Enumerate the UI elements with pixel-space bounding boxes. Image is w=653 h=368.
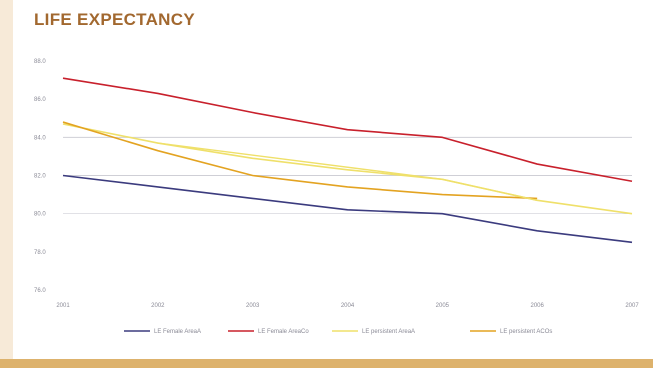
y-tick-label: 84.0 — [34, 135, 46, 141]
page-side-bar — [0, 0, 13, 368]
x-tick-label: 2005 — [436, 303, 450, 309]
x-tick-label: 2001 — [56, 303, 70, 309]
x-tick-label: 2003 — [246, 303, 260, 309]
y-tick-label: 78.0 — [34, 250, 46, 256]
y-tick-label: 80.0 — [34, 212, 46, 218]
x-tick-label: 2004 — [341, 303, 355, 309]
grid-lines — [63, 136, 632, 214]
y-axis-ticks: 76.0 78.0 80.0 82.0 84.0 86.0 88.0 — [34, 59, 46, 294]
legend-label-2: LE Female AreaCo — [258, 329, 309, 335]
series-line-1 — [62, 174, 633, 244]
series-lines — [62, 77, 633, 244]
x-tick-label: 2002 — [151, 303, 165, 309]
series-extra-segment-2 — [442, 178, 538, 201]
legend-label-4: LE persistent ACOs — [500, 329, 552, 335]
page-title: LIFE EXPECTANCY — [34, 10, 195, 29]
y-tick-label: 76.0 — [34, 288, 46, 294]
y-tick-label: 86.0 — [34, 97, 46, 103]
legend-label-3: LE persistent AreaA — [362, 329, 415, 335]
legend-label-1: LE Female AreaA — [154, 329, 201, 335]
y-tick-label: 88.0 — [34, 59, 46, 65]
series-extra-segment-1 — [157, 142, 443, 181]
chart-legend: LE Female AreaA LE Female AreaCo LE persis… — [124, 329, 552, 335]
page-bottom-bar — [0, 359, 653, 368]
series-line-4 — [62, 121, 538, 200]
series-line-2 — [62, 77, 633, 183]
x-axis-ticks: 2001 2002 2003 2004 2005 2006 2007 — [56, 303, 639, 309]
x-tick-label: 2006 — [530, 303, 544, 309]
y-tick-label: 82.0 — [34, 174, 46, 180]
x-tick-label: 2007 — [625, 303, 639, 309]
